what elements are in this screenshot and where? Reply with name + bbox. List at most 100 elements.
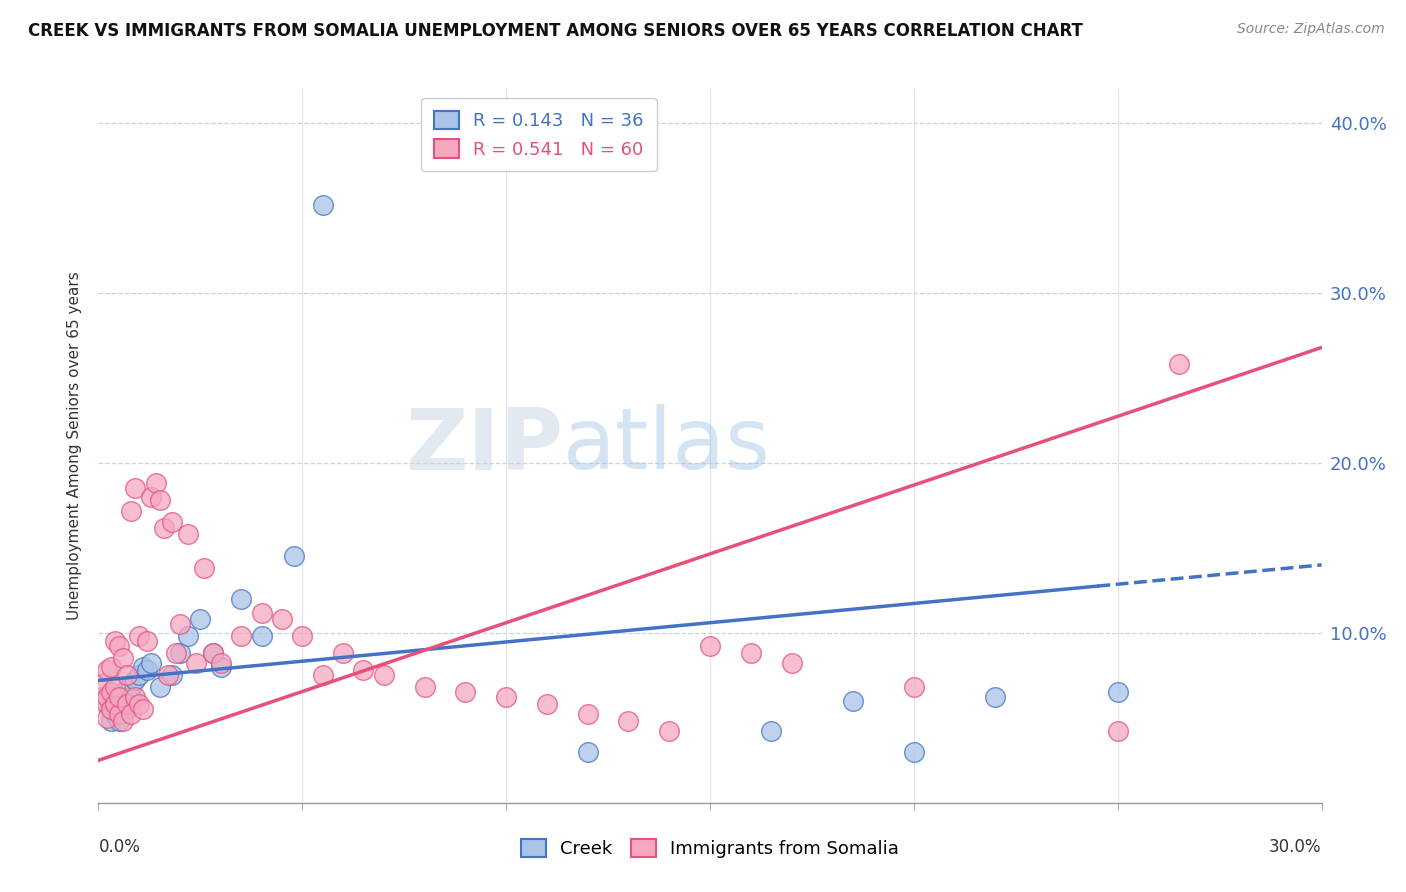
Point bbox=[96, 698, 118, 712]
Point bbox=[124, 482, 146, 496]
Point bbox=[141, 490, 163, 504]
Point bbox=[91, 694, 114, 708]
Point bbox=[658, 724, 681, 739]
Legend: Creek, Immigrants from Somalia: Creek, Immigrants from Somalia bbox=[513, 831, 907, 865]
Point bbox=[169, 617, 191, 632]
Point bbox=[111, 685, 134, 699]
Point bbox=[250, 629, 273, 643]
Point bbox=[454, 685, 477, 699]
Point bbox=[91, 690, 114, 705]
Point bbox=[100, 702, 122, 716]
Point bbox=[111, 714, 134, 729]
Point bbox=[96, 690, 118, 705]
Text: CREEK VS IMMIGRANTS FROM SOMALIA UNEMPLOYMENT AMONG SENIORS OVER 65 YEARS CORREL: CREEK VS IMMIGRANTS FROM SOMALIA UNEMPLO… bbox=[28, 22, 1083, 40]
Point bbox=[576, 745, 599, 759]
Point bbox=[136, 634, 159, 648]
Point bbox=[160, 668, 183, 682]
Point bbox=[132, 660, 155, 674]
Point bbox=[145, 476, 167, 491]
Point bbox=[576, 707, 599, 722]
Point bbox=[108, 640, 131, 654]
Point bbox=[132, 702, 155, 716]
Point bbox=[740, 646, 762, 660]
Point bbox=[104, 698, 127, 712]
Point bbox=[149, 493, 172, 508]
Point bbox=[111, 651, 134, 665]
Point bbox=[120, 690, 142, 705]
Point bbox=[291, 629, 314, 643]
Point bbox=[209, 660, 232, 674]
Point bbox=[100, 702, 122, 716]
Point bbox=[108, 694, 131, 708]
Point bbox=[903, 745, 925, 759]
Point bbox=[100, 660, 122, 674]
Point bbox=[115, 694, 138, 708]
Point bbox=[156, 668, 179, 682]
Point bbox=[177, 629, 200, 643]
Point bbox=[128, 698, 150, 712]
Point bbox=[169, 646, 191, 660]
Point bbox=[91, 677, 114, 691]
Point bbox=[100, 714, 122, 729]
Point bbox=[115, 698, 138, 712]
Text: 30.0%: 30.0% bbox=[1270, 838, 1322, 856]
Point bbox=[312, 668, 335, 682]
Y-axis label: Unemployment Among Seniors over 65 years: Unemployment Among Seniors over 65 years bbox=[67, 272, 83, 620]
Point bbox=[332, 646, 354, 660]
Point bbox=[128, 668, 150, 682]
Point bbox=[312, 198, 335, 212]
Point bbox=[160, 516, 183, 530]
Point bbox=[104, 707, 127, 722]
Point bbox=[201, 646, 224, 660]
Point bbox=[165, 646, 187, 660]
Point bbox=[96, 711, 118, 725]
Point bbox=[141, 657, 163, 671]
Point bbox=[108, 707, 131, 722]
Point bbox=[699, 640, 721, 654]
Point bbox=[136, 663, 159, 677]
Point bbox=[984, 690, 1007, 705]
Point bbox=[373, 668, 395, 682]
Point bbox=[120, 707, 142, 722]
Point bbox=[115, 702, 138, 716]
Point bbox=[108, 714, 131, 729]
Point bbox=[231, 591, 253, 606]
Text: Source: ZipAtlas.com: Source: ZipAtlas.com bbox=[1237, 22, 1385, 37]
Point bbox=[104, 634, 127, 648]
Point bbox=[149, 680, 172, 694]
Point bbox=[100, 685, 122, 699]
Point bbox=[120, 503, 142, 517]
Point bbox=[201, 646, 224, 660]
Point bbox=[152, 520, 174, 534]
Point bbox=[536, 698, 558, 712]
Point bbox=[1107, 685, 1129, 699]
Point bbox=[283, 549, 305, 564]
Point bbox=[250, 606, 273, 620]
Point bbox=[111, 698, 134, 712]
Point bbox=[124, 690, 146, 705]
Point bbox=[108, 690, 131, 705]
Point bbox=[96, 663, 118, 677]
Point bbox=[104, 690, 127, 705]
Text: atlas: atlas bbox=[564, 404, 772, 488]
Point bbox=[1107, 724, 1129, 739]
Point bbox=[761, 724, 783, 739]
Point bbox=[495, 690, 517, 705]
Text: 0.0%: 0.0% bbox=[98, 838, 141, 856]
Point bbox=[413, 680, 436, 694]
Point bbox=[841, 694, 863, 708]
Point bbox=[120, 680, 142, 694]
Point bbox=[231, 629, 253, 643]
Point bbox=[177, 527, 200, 541]
Point bbox=[186, 657, 208, 671]
Point bbox=[115, 668, 138, 682]
Point bbox=[903, 680, 925, 694]
Point bbox=[780, 657, 803, 671]
Text: ZIP: ZIP bbox=[405, 404, 564, 488]
Point bbox=[188, 612, 212, 626]
Point bbox=[617, 714, 640, 729]
Point bbox=[1167, 358, 1189, 372]
Point bbox=[270, 612, 294, 626]
Point bbox=[352, 663, 374, 677]
Point bbox=[193, 561, 215, 575]
